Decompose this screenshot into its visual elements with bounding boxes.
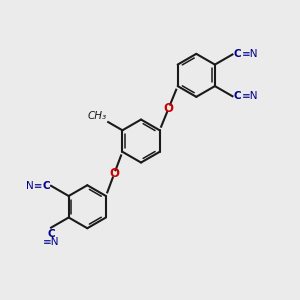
Text: C: C [234, 91, 241, 101]
Text: N≡: N≡ [26, 181, 42, 191]
Text: ≡N: ≡N [242, 49, 258, 59]
Text: O: O [109, 167, 119, 180]
Text: C: C [234, 50, 241, 59]
Text: C: C [42, 181, 50, 191]
Text: O: O [164, 102, 174, 115]
Text: CH₃: CH₃ [88, 111, 107, 121]
Text: ≡N: ≡N [242, 91, 258, 101]
Text: C: C [47, 229, 55, 239]
Text: ≡N: ≡N [43, 237, 59, 247]
